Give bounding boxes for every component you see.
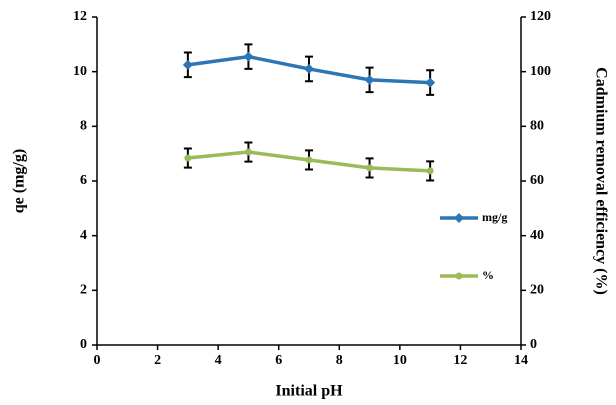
y2-axis-label: Cadmium removal efficiency (%) — [592, 67, 609, 295]
x-tick-label: 12 — [453, 353, 467, 368]
point — [304, 63, 314, 74]
y-tick-label: 10 — [73, 64, 87, 79]
point — [305, 156, 313, 164]
y-tick-label: 8 — [80, 119, 87, 134]
y-tick-label: 0 — [80, 337, 87, 352]
point — [184, 154, 192, 162]
legend-marker — [455, 272, 463, 280]
y2-tick-label: 120 — [530, 9, 551, 24]
y-tick-label: 12 — [73, 9, 87, 24]
point — [364, 74, 375, 85]
x-axis-label: Initial pH — [275, 383, 343, 400]
y2-tick-label: 40 — [530, 228, 544, 243]
y-tick-label: 2 — [80, 283, 87, 298]
x-tick-label: 2 — [154, 353, 161, 368]
point — [182, 59, 193, 70]
y-axis-label: qe (mg/g) — [11, 149, 28, 213]
x-tick-label: 14 — [514, 353, 528, 368]
x-tick-label: 6 — [275, 353, 282, 368]
point — [426, 167, 434, 175]
y-tick-label: 4 — [80, 228, 87, 243]
x-tick-label: 8 — [336, 353, 343, 368]
x-tick-label: 0 — [94, 353, 101, 368]
legend-label: mg/g — [482, 210, 507, 224]
y2-tick-label: 0 — [530, 337, 537, 352]
y2-tick-label: 60 — [530, 173, 544, 188]
y2-tick-label: 80 — [530, 119, 544, 134]
y2-tick-label: 100 — [530, 64, 551, 79]
x-tick-label: 4 — [215, 353, 222, 368]
point — [244, 148, 252, 156]
x-tick-label: 10 — [393, 353, 407, 368]
point — [366, 164, 374, 172]
legend-label: % — [482, 268, 494, 282]
y2-tick-label: 20 — [530, 283, 544, 298]
y-tick-label: 6 — [80, 173, 87, 188]
legend-marker — [454, 213, 464, 223]
point — [243, 51, 254, 62]
point — [425, 77, 436, 88]
